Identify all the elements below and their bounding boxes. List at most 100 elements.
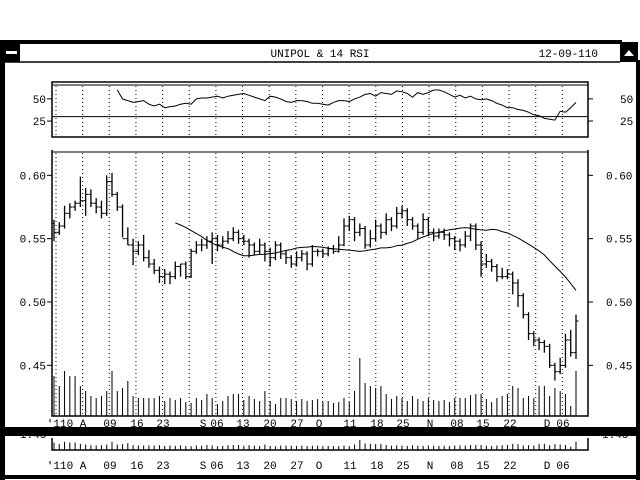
price-tick-label: 0.55 bbox=[20, 235, 46, 247]
moving-average-line bbox=[175, 222, 577, 291]
date-label: A bbox=[80, 419, 87, 431]
price-bar bbox=[330, 245, 336, 254]
date-label: 09 bbox=[103, 419, 116, 431]
price-bar bbox=[267, 247, 273, 267]
lower-date-label: S bbox=[200, 461, 207, 473]
price-bar bbox=[336, 236, 342, 253]
price-bar bbox=[452, 236, 458, 251]
window-title: UNIPOL & 14 RSI bbox=[270, 49, 369, 61]
date-label: 16 bbox=[130, 419, 143, 431]
triangle-up-icon[interactable] bbox=[624, 50, 634, 56]
price-bar bbox=[278, 242, 284, 259]
rsi-tick-label-right: 25 bbox=[620, 117, 633, 129]
price-bar bbox=[473, 223, 479, 251]
price-bar bbox=[515, 279, 521, 308]
lower-date-label: N bbox=[427, 461, 434, 473]
price-bar bbox=[388, 217, 394, 232]
price-bar bbox=[72, 200, 78, 211]
price-bar bbox=[230, 227, 236, 242]
price-bar bbox=[573, 314, 579, 359]
price-bar bbox=[399, 205, 405, 219]
date-label: 15 bbox=[476, 419, 489, 431]
price-bar bbox=[531, 331, 537, 347]
date-label: N bbox=[427, 419, 434, 431]
price-bar bbox=[425, 217, 431, 237]
rsi-tick-label-right: 50 bbox=[620, 95, 633, 107]
price-bar bbox=[51, 219, 57, 242]
scroll-up-button[interactable] bbox=[620, 42, 638, 62]
price-bar bbox=[394, 207, 400, 229]
price-bar bbox=[120, 204, 126, 240]
window-menu-button[interactable] bbox=[3, 44, 20, 62]
price-bar bbox=[309, 245, 315, 267]
price-bar bbox=[367, 229, 373, 248]
rsi-line bbox=[116, 89, 577, 121]
date-label: 08 bbox=[450, 419, 463, 431]
price-bar bbox=[262, 242, 268, 262]
lower-date-label: 09 bbox=[103, 461, 116, 473]
price-bar bbox=[536, 337, 542, 351]
price-bar bbox=[352, 217, 358, 242]
price-bar bbox=[489, 258, 495, 272]
date-label: 22 bbox=[503, 419, 516, 431]
price-bar bbox=[341, 218, 347, 247]
price-bar bbox=[315, 248, 321, 257]
price-bar bbox=[241, 234, 247, 245]
price-bar bbox=[114, 191, 120, 211]
lower-date-label: 06 bbox=[210, 461, 223, 473]
date-label: 20 bbox=[263, 419, 276, 431]
price-bar bbox=[415, 223, 421, 239]
price-bar bbox=[193, 241, 199, 254]
price-bar bbox=[67, 203, 73, 219]
lower-date-label: 15 bbox=[476, 461, 489, 473]
price-bar bbox=[462, 231, 468, 248]
price-bar bbox=[404, 208, 410, 226]
price-bar bbox=[135, 241, 141, 256]
price-bar bbox=[283, 250, 289, 264]
price-bar bbox=[98, 200, 104, 219]
lower-window: 1.45 1.45 '110A091623S06132027O111825N08… bbox=[0, 430, 640, 480]
price-bar bbox=[62, 205, 68, 229]
price-bar bbox=[93, 198, 99, 214]
price-bar bbox=[109, 172, 115, 197]
lower-date-label: 11 bbox=[343, 461, 357, 473]
price-bar bbox=[77, 176, 83, 207]
price-tick-label-right: 0.50 bbox=[606, 298, 632, 310]
price-bar bbox=[162, 269, 168, 285]
date-label: 06 bbox=[556, 419, 569, 431]
price-bar bbox=[568, 329, 574, 357]
price-bar bbox=[562, 333, 568, 368]
window-top-border bbox=[0, 40, 622, 44]
price-bar bbox=[420, 213, 426, 235]
price-bar bbox=[209, 232, 215, 264]
price-bar bbox=[520, 293, 526, 319]
lower-date-label: O bbox=[316, 461, 323, 473]
lower-date-label: 25 bbox=[396, 461, 409, 473]
price-bar bbox=[478, 241, 484, 277]
lower-date-label: 22 bbox=[503, 461, 516, 473]
price-bar bbox=[552, 362, 558, 381]
price-bar bbox=[104, 175, 110, 216]
price-bar bbox=[468, 223, 474, 242]
date-label: 06 bbox=[210, 419, 223, 431]
window-date: 12-09-110 bbox=[539, 49, 598, 61]
price-bar bbox=[526, 312, 532, 340]
price-tick-label-right: 0.55 bbox=[606, 235, 632, 247]
price-bar bbox=[204, 236, 210, 249]
price-bar bbox=[151, 258, 157, 275]
date-label: 27 bbox=[290, 419, 303, 431]
price-bar bbox=[225, 231, 231, 244]
price-bar bbox=[357, 223, 363, 237]
price-bar bbox=[510, 271, 516, 295]
window-left-border bbox=[0, 40, 5, 440]
price-panel: 0.60 0.60 0.55 0.55 0.50 0.50 0.45 0.45 '110 A 09… bbox=[20, 150, 632, 431]
price-bar bbox=[257, 238, 263, 254]
lower-date-label: D bbox=[544, 461, 551, 473]
price-tick-label-right: 0.45 bbox=[606, 361, 632, 373]
price-bar bbox=[130, 238, 136, 266]
lower-date-label: 18 bbox=[370, 461, 383, 473]
window-right-border bbox=[636, 60, 640, 428]
price-bar bbox=[446, 232, 452, 247]
rsi-tick-label: 25 bbox=[33, 117, 46, 129]
